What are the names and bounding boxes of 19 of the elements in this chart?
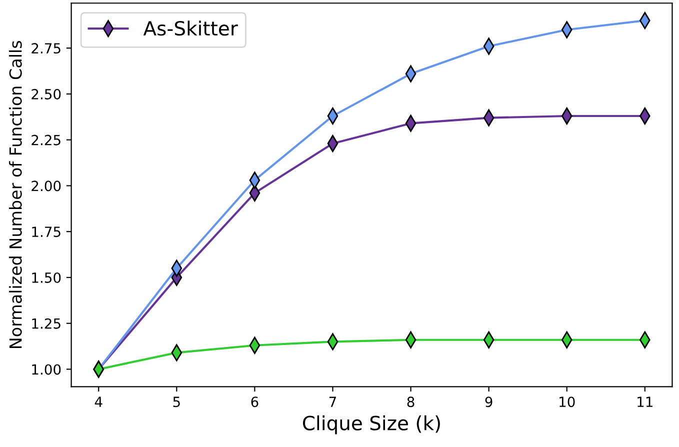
legend-label: As-Skitter <box>143 20 238 36</box>
y-tick-label: 2.50 <box>32 88 61 100</box>
y-tick-label: 2.00 <box>32 180 61 192</box>
y-axis-title: Normalized Number of Function Calls <box>8 41 22 348</box>
x-tick-label: 10 <box>560 396 575 408</box>
y-tick-label: 1.00 <box>32 364 61 375</box>
x-tick-label: 8 <box>407 396 414 408</box>
x-axis-title: Clique Size (k) <box>302 415 440 434</box>
y-tick-label: 1.50 <box>32 272 61 283</box>
y-tick-label: 1.75 <box>32 226 60 238</box>
x-tick-label: 9 <box>485 396 492 408</box>
y-tick-label: 2.75 <box>32 43 60 54</box>
x-tick-label: 11 <box>638 396 652 407</box>
x-tick-label: 4 <box>94 396 102 407</box>
x-tick-label: 5 <box>173 396 180 408</box>
y-tick-label: 2.25 <box>32 134 60 146</box>
x-tick-label: 7 <box>329 396 336 407</box>
x-tick-label: 6 <box>251 396 258 408</box>
y-tick-label: 1.25 <box>32 318 60 329</box>
